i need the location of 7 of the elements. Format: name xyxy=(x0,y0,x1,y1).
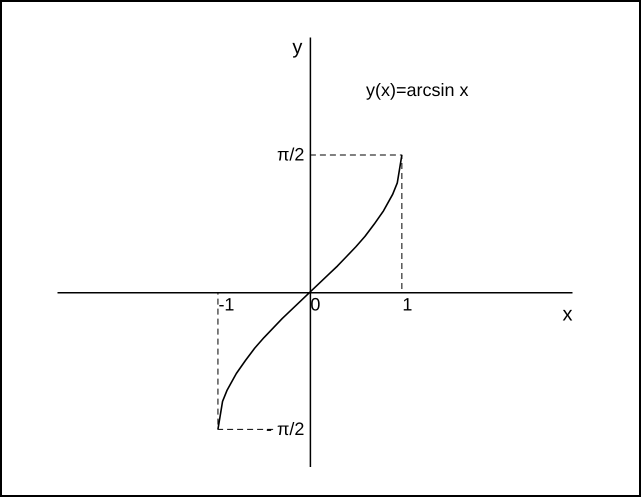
x-tick-label: 0 xyxy=(310,294,320,315)
y-axis-title: y xyxy=(292,36,302,58)
x-tick-label: 1 xyxy=(402,294,412,315)
x-axis-title: x xyxy=(562,304,572,326)
annotation: y(x)=arcsin x xyxy=(366,80,469,100)
x-tick-label: -1 xyxy=(218,294,234,315)
y-tick-label: π/2 xyxy=(276,144,304,164)
